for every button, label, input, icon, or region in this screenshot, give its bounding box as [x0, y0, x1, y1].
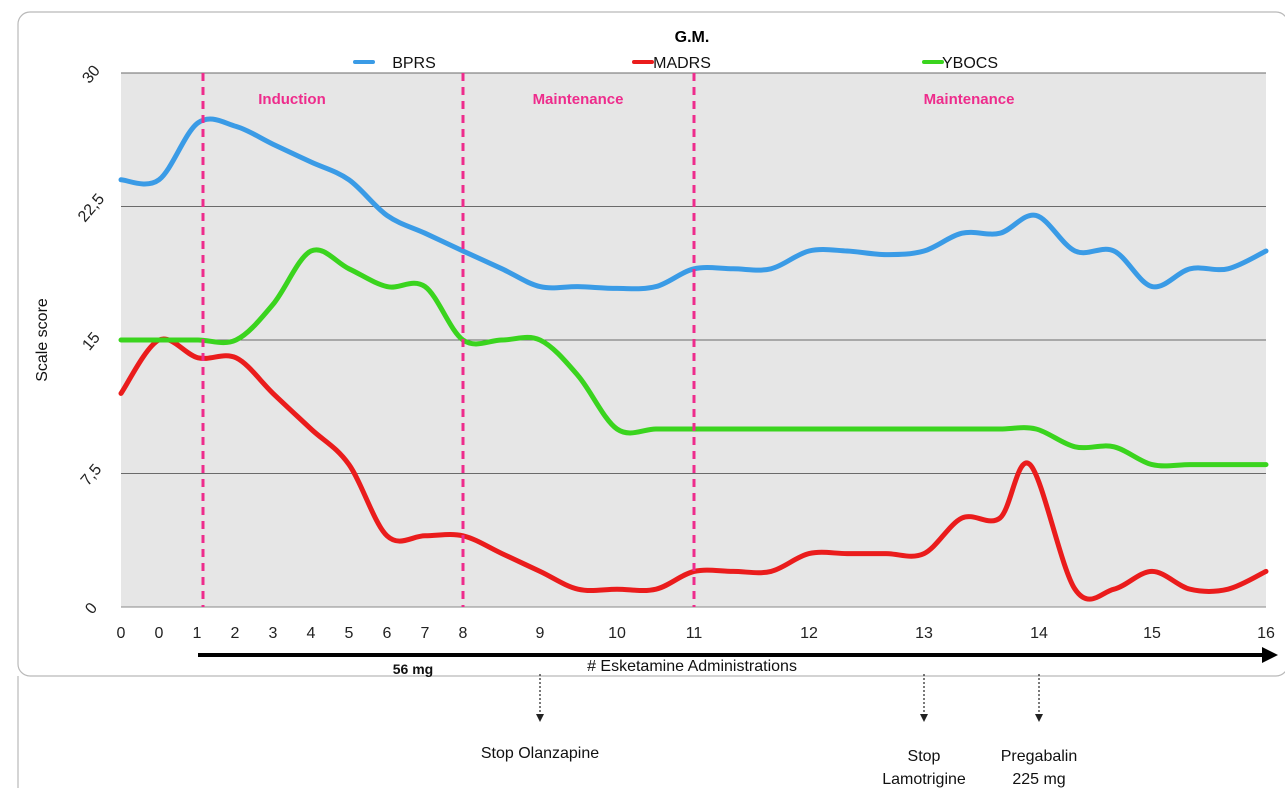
x-tick-label: 10 [608, 625, 626, 642]
series-line-ybocs [118, 247, 1269, 469]
x-axis-arrow-head [1262, 647, 1278, 663]
legend-label: BPRS [392, 55, 436, 72]
x-tick-label: 8 [459, 625, 468, 642]
x-tick-label: 1 [193, 625, 202, 642]
legend-label: MADRS [653, 55, 711, 72]
series-line-madrs [118, 336, 1269, 602]
x-tick-label: 14 [1030, 625, 1048, 642]
phase-label: Induction [258, 91, 326, 108]
x-tick-label: 3 [269, 625, 278, 642]
x-tick-label: 16 [1257, 625, 1275, 642]
x-tick-label: 13 [915, 625, 933, 642]
x-tick-label: 5 [345, 625, 354, 642]
x-tick-label: 0 [117, 625, 126, 642]
x-tick-label: 7 [421, 625, 430, 642]
annotation-arrow-head [920, 714, 928, 722]
x-tick-label: 2 [231, 625, 240, 642]
x-tick-label: 11 [686, 625, 703, 642]
chart-title: G.M. [675, 29, 710, 46]
annotation-label: Pregabalin 225 mg [1001, 748, 1078, 788]
x-tick-label: 4 [307, 625, 316, 642]
phase-label: Maintenance [533, 91, 624, 108]
legend-label: YBOCS [942, 55, 998, 72]
annotation-label: Stop Olanzapine [481, 745, 599, 762]
annotation-label: Stop Lamotrigine [882, 748, 966, 788]
dose-label: 56 mg [393, 661, 433, 677]
annotation-arrow-head [1035, 714, 1043, 722]
annotation-label-line: Stop [908, 748, 941, 765]
phase-label: Maintenance [924, 91, 1015, 108]
annotation-label-line: Pregabalin [1001, 748, 1078, 765]
x-tick-label: 12 [800, 625, 818, 642]
x-tick-label: 9 [536, 625, 545, 642]
series-line-bprs [118, 116, 1269, 292]
annotation-label-line: 225 mg [1012, 771, 1065, 788]
annotation-arrow-head [536, 714, 544, 722]
y-axis-label: Scale score [34, 298, 51, 382]
x-tick-label: 15 [1143, 625, 1161, 642]
x-axis-label: # Esketamine Administrations [587, 658, 797, 675]
x-tick-label: 6 [383, 625, 392, 642]
annotation-label-line: Lamotrigine [882, 771, 966, 788]
x-tick-label: 0 [155, 625, 164, 642]
